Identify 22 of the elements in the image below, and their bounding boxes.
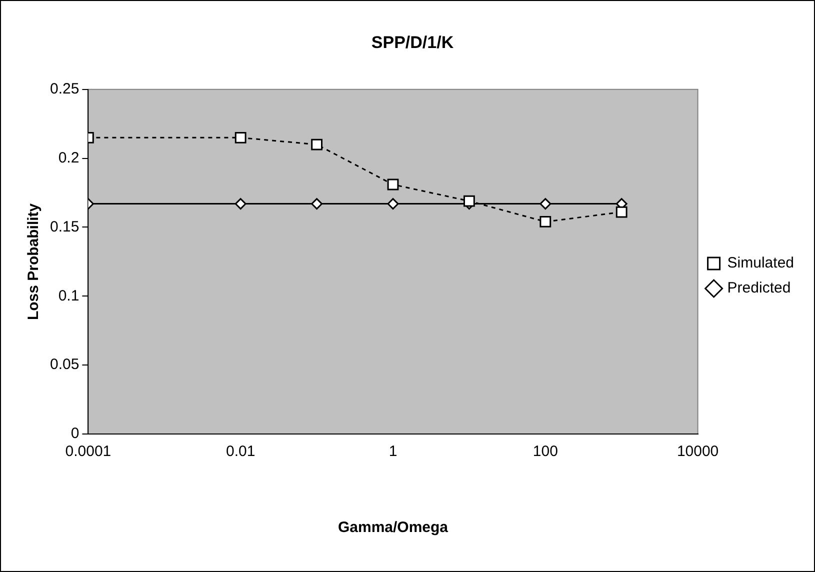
x-axis-title: Gamma/Omega xyxy=(338,519,449,536)
point xyxy=(616,206,628,218)
x-tick-label: 10000 xyxy=(676,443,719,460)
y-tick-label: 0.25 xyxy=(50,80,80,98)
y-axis-title: Loss Probability xyxy=(25,202,42,320)
point xyxy=(540,216,552,228)
y-tick-label: 0 xyxy=(70,425,80,442)
x-tick-label: 0.0001 xyxy=(65,443,112,460)
legend-label: Simulated xyxy=(727,254,794,272)
y-tick-label: 0.2 xyxy=(58,149,80,166)
x-tick-label: 1 xyxy=(388,443,398,460)
y-tick-label: 0.1 xyxy=(58,287,80,304)
point xyxy=(234,132,246,144)
point xyxy=(311,138,322,150)
point xyxy=(387,178,399,190)
x-tick-label: 0.01 xyxy=(226,443,256,460)
y-tick-label: 0.15 xyxy=(50,218,80,236)
legend-label: Predicted xyxy=(727,280,791,297)
point xyxy=(463,195,475,207)
chart-title: SPP/D/1/K xyxy=(371,32,454,52)
x-tick-label: 100 xyxy=(532,443,558,460)
y-tick-label: 0.05 xyxy=(50,356,80,374)
